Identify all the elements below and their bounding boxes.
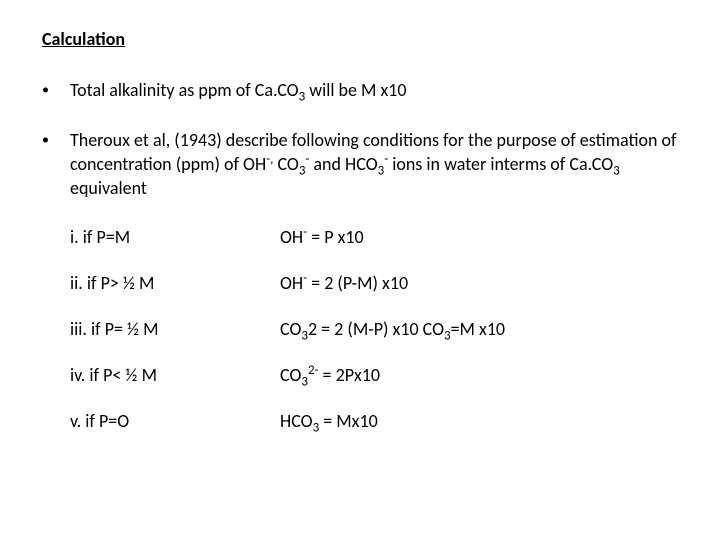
bullet-item: • Total alkalinity as ppm of Ca.CO3 will…	[42, 78, 678, 102]
condition-row: i. if P=M OH- = P x10	[70, 226, 678, 248]
bullet-marker: •	[42, 78, 70, 102]
condition-right: HCO3 = Mx10	[280, 410, 678, 432]
condition-left: i. if P=M	[70, 226, 280, 248]
page-title: Calculation	[42, 28, 678, 50]
bullet-text: Total alkalinity as ppm of Ca.CO3 will b…	[70, 78, 678, 102]
condition-left: iii. if P= ½ M	[70, 318, 280, 340]
bullet-marker: •	[42, 128, 70, 200]
condition-right: CO32 = 2 (M-P) x10 CO3=M x10	[280, 318, 678, 340]
condition-left: ii. if P> ½ M	[70, 272, 280, 294]
condition-row: iv. if P< ½ M CO32- = 2Px10	[70, 364, 678, 386]
condition-row: ii. if P> ½ M OH- = 2 (P-M) x10	[70, 272, 678, 294]
condition-right: OH- = 2 (P-M) x10	[280, 272, 678, 294]
condition-left: v. if P=O	[70, 410, 280, 432]
bullet-list: • Total alkalinity as ppm of Ca.CO3 will…	[42, 78, 678, 200]
bullet-text: Theroux et al, (1943) describe following…	[70, 128, 678, 200]
bullet-item: • Theroux et al, (1943) describe followi…	[42, 128, 678, 200]
conditions-list: i. if P=M OH- = P x10 ii. if P> ½ M OH- …	[70, 226, 678, 432]
condition-row: iii. if P= ½ M CO32 = 2 (M-P) x10 CO3=M …	[70, 318, 678, 340]
condition-row: v. if P=O HCO3 = Mx10	[70, 410, 678, 432]
condition-right: OH- = P x10	[280, 226, 678, 248]
condition-right: CO32- = 2Px10	[280, 364, 678, 386]
condition-left: iv. if P< ½ M	[70, 364, 280, 386]
page-container: Calculation • Total alkalinity as ppm of…	[0, 0, 720, 484]
